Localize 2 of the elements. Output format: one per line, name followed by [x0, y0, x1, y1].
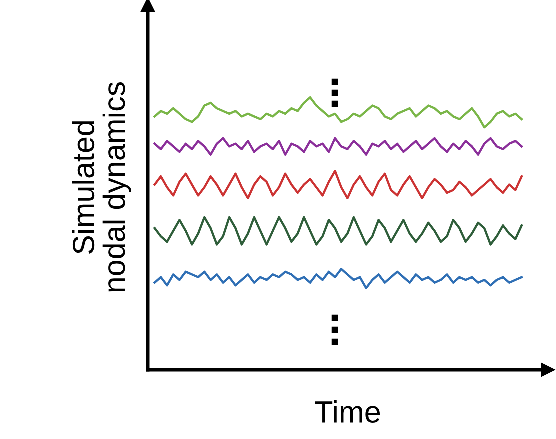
x-axis-title: Time — [315, 400, 380, 423]
y-axis-title: Simulated nodal dynamics — [72, 82, 132, 292]
